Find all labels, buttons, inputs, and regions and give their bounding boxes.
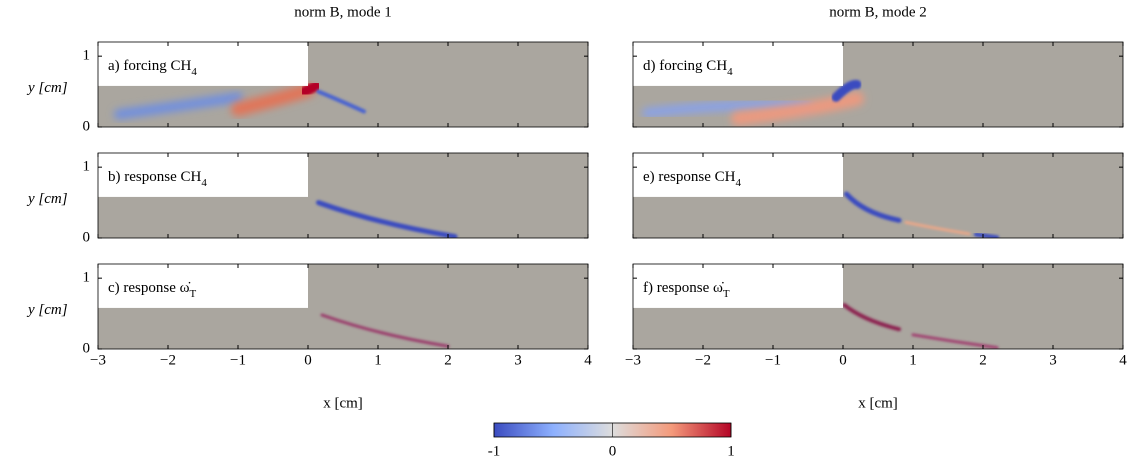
x-axis-label: x [cm] xyxy=(323,395,363,411)
field-feature xyxy=(320,313,450,348)
panel-label-sub: 4 xyxy=(201,177,207,189)
frame xyxy=(632,152,1124,239)
x-tick-label: −1 xyxy=(765,352,781,368)
panel-label-text: b) response CH xyxy=(108,169,201,185)
x-tick-label: 2 xyxy=(979,352,987,368)
field xyxy=(98,153,588,238)
panel: f) response ω̇T −3 −2 −1 0 1 2 3 4 xyxy=(625,263,1127,368)
panel-label-text: a) forcing CH xyxy=(108,58,191,74)
wall xyxy=(98,264,308,308)
frame xyxy=(97,152,589,239)
panel-label: e) response CH4 xyxy=(643,169,741,188)
field-feature xyxy=(904,220,971,236)
frame xyxy=(632,41,1124,128)
wall xyxy=(98,153,308,197)
column-title: norm B, mode 2 xyxy=(829,4,927,20)
panel-label-text: e) response CH xyxy=(643,169,736,185)
field-feature xyxy=(911,333,999,349)
field xyxy=(98,42,588,127)
field xyxy=(633,42,1123,127)
frame xyxy=(632,263,1124,350)
x-tick-label: −1 xyxy=(230,352,246,368)
wall xyxy=(633,42,843,86)
panel-label: b) response CH4 xyxy=(108,169,207,188)
wall xyxy=(633,153,843,197)
y-axis-label: y [cm] xyxy=(26,191,68,207)
field-feature xyxy=(831,79,862,102)
field-feature xyxy=(844,191,902,223)
frame xyxy=(97,263,589,350)
panel: b) response CH4 0 1 y [cm] xyxy=(26,152,589,245)
field-feature xyxy=(974,232,999,238)
field xyxy=(633,153,1123,238)
field-feature xyxy=(316,200,458,238)
x-tick-label: 3 xyxy=(1049,352,1057,368)
field xyxy=(633,264,1123,349)
colorbar-tick-label: -1 xyxy=(488,443,501,459)
x-tick-label: 4 xyxy=(1119,352,1127,368)
x-tick-label: −3 xyxy=(625,352,641,368)
y-axis-label: y [cm] xyxy=(26,302,68,318)
field xyxy=(98,264,588,349)
x-tick-label: −3 xyxy=(90,352,106,368)
x-tick-label: 1 xyxy=(909,352,917,368)
x-axis-label: x [cm] xyxy=(858,395,898,411)
y-axis-label: y [cm] xyxy=(26,80,68,96)
field-feature xyxy=(842,303,901,332)
x-tick-label: 2 xyxy=(444,352,452,368)
x-tick-label: 0 xyxy=(304,352,312,368)
colorbar-tick-label: 0 xyxy=(609,443,617,459)
panel-label-sub: T xyxy=(723,288,730,300)
panel: c) response ω̇T −3 −2 −1 0 1 2 3 4 0 1 y [cm] xyxy=(26,263,592,368)
panel: d) forcing CH4 xyxy=(632,41,1124,128)
panel-label-text: c) response ω̇ xyxy=(108,280,191,296)
x-tick-label: 0 xyxy=(839,352,847,368)
x-tick-label: 3 xyxy=(514,352,522,368)
frame xyxy=(97,41,589,128)
panel: e) response CH4 xyxy=(632,152,1124,239)
wall xyxy=(98,42,308,86)
field-feature xyxy=(114,92,243,120)
panel-label-text: d) forcing CH xyxy=(643,58,727,74)
panel-label: c) response ω̇T xyxy=(108,280,197,299)
field-feature xyxy=(731,91,864,126)
y-tick-label: 0 xyxy=(83,340,91,356)
panel-label-sub: T xyxy=(190,288,197,300)
panel-label-sub: 4 xyxy=(191,66,197,78)
x-tick-label: −2 xyxy=(695,352,711,368)
x-tick-label: 1 xyxy=(374,352,382,368)
panel-label: d) forcing CH4 xyxy=(643,58,733,77)
field-feature xyxy=(299,80,322,97)
x-tick-label: −2 xyxy=(160,352,176,368)
y-tick-label: 1 xyxy=(83,159,91,175)
y-tick-label: 0 xyxy=(83,229,91,245)
y-tick-label: 1 xyxy=(83,48,91,64)
panel-label-text: f) response ω̇ xyxy=(643,280,724,296)
panel-label: a) forcing CH4 xyxy=(108,58,197,77)
panel-label: f) response ω̇T xyxy=(643,280,730,299)
x-tick-label: 4 xyxy=(584,352,592,368)
panel: a) forcing CH4 0 1 y [cm] xyxy=(26,41,589,134)
panel-label-sub: 4 xyxy=(727,66,733,78)
y-tick-label: 1 xyxy=(83,270,91,286)
panel-label-sub: 4 xyxy=(735,177,741,189)
wall xyxy=(633,264,843,308)
field-feature xyxy=(316,89,366,114)
y-tick-label: 0 xyxy=(83,118,91,134)
colorbar-tick-label: 1 xyxy=(727,443,735,459)
column-title: norm B, mode 1 xyxy=(294,4,392,20)
